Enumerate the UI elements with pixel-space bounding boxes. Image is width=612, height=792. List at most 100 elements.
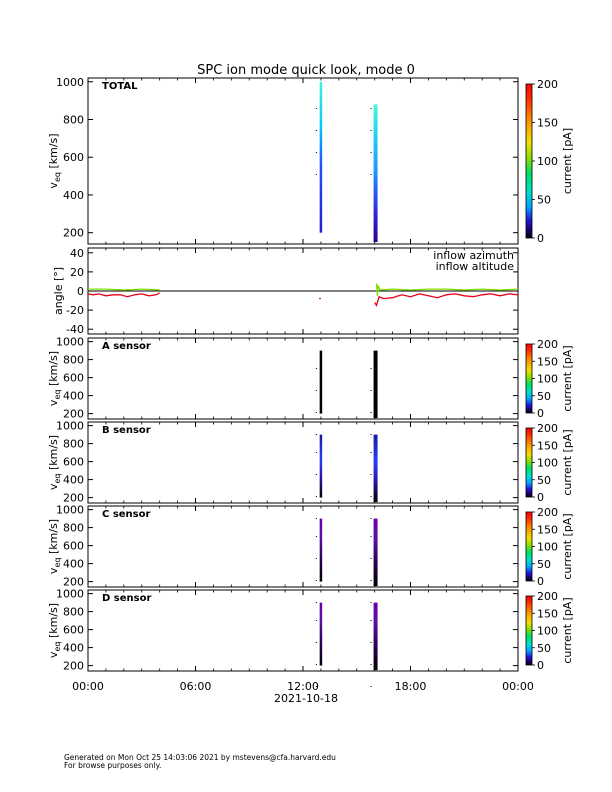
colorbar-tick-label: 100 — [537, 541, 558, 554]
y-axis-label: veq [km/s] — [47, 435, 62, 490]
y-axis-label: veq [km/s] — [47, 351, 62, 406]
y-label-sub: eq — [53, 474, 62, 484]
y-tick-label: 600 — [63, 456, 84, 469]
spectrogram-streak — [319, 602, 323, 666]
y-label-unit: [km/s] — [47, 133, 60, 172]
scatter-dot — [315, 434, 317, 435]
y-tick-label: 800 — [63, 354, 84, 367]
y-tick-label: 400 — [63, 390, 84, 403]
y-tick-label: 200 — [63, 492, 84, 505]
spectrogram-streak — [319, 350, 323, 414]
y-label-sub: eq — [53, 642, 62, 652]
y-label-sub: eq — [53, 390, 62, 400]
y-tick-label: -40 — [66, 323, 84, 336]
scatter-dot — [370, 452, 372, 453]
y-tick-label: 20 — [70, 266, 84, 279]
spectrogram-streak — [319, 434, 323, 498]
spectrogram-streak — [319, 81, 323, 233]
footer-browse: For browse purposes only. — [64, 761, 162, 770]
scatter-dot — [370, 558, 372, 559]
colorbar-tick-label: 200 — [537, 338, 558, 351]
colorbar-tick-label: 150 — [537, 523, 558, 536]
colorbar-label: current [pA] — [561, 128, 574, 194]
scatter-dot — [370, 496, 372, 497]
y-tick-label: 800 — [63, 522, 84, 535]
y-tick-label: 200 — [63, 227, 84, 240]
y-tick-label: 800 — [63, 114, 84, 127]
colorbar-label: current [pA] — [561, 513, 574, 579]
scatter-dot — [370, 620, 372, 621]
y-axis-label: veq [km/s] — [47, 603, 62, 658]
x-tick-label: 18:00 — [395, 680, 427, 693]
y-tick-label: 400 — [63, 189, 84, 202]
y-tick-label: 200 — [63, 408, 84, 421]
y-tick-label: 600 — [63, 624, 84, 637]
y-tick-label: 200 — [63, 660, 84, 673]
colorbar-tick-label: 0 — [537, 407, 544, 420]
colorbar-tick-label: 0 — [537, 232, 544, 245]
panel-label: B sensor — [102, 425, 151, 436]
y-label-main: v — [47, 182, 60, 189]
spectrogram-streak — [373, 602, 378, 671]
scatter-dot — [370, 412, 372, 413]
panel-b: 200 400 600 800 1000 veq [km/s] B sensor 0 50 100… — [47, 420, 574, 519]
scatter-dot — [315, 412, 317, 413]
y-tick-label: 200 — [63, 576, 84, 589]
y-label-main: v — [47, 567, 60, 574]
colorbar-tick-label: 100 — [537, 155, 558, 168]
colorbar-tick-label: 50 — [537, 390, 551, 403]
colorbar-tick-label: 100 — [537, 373, 558, 386]
colorbar-label: current [pA] — [561, 597, 574, 663]
scatter-dot — [315, 368, 317, 369]
scatter-dot — [315, 518, 317, 519]
colorbar-tick-label: 200 — [537, 590, 558, 603]
colorbar-tick-label: 200 — [537, 422, 558, 435]
panel-total: 200 400 600 800 1000 veq [km/s] TOTAL 0 50 100 150… — [47, 76, 574, 245]
panel-c: 200 400 600 800 1000 veq [km/s] C sensor 0 50 100… — [47, 504, 574, 603]
colorbar-tick-label: 0 — [537, 491, 544, 504]
x-tick-label: 00:00 — [72, 680, 104, 693]
scatter-dot — [315, 686, 317, 687]
panel-a: 200 400 600 800 1000 veq [km/s] A sensor 0 50 100… — [47, 336, 574, 435]
y-tick-label: 600 — [63, 540, 84, 553]
colorbar — [525, 511, 533, 582]
y-axis-label: veq [km/s] — [47, 133, 62, 188]
scatter-dot — [370, 174, 372, 175]
y-tick-label: 1000 — [56, 420, 84, 433]
y-label-unit: [km/s] — [47, 519, 60, 558]
colorbar-tick-label: 200 — [537, 506, 558, 519]
colorbar-tick-label: 50 — [537, 194, 551, 207]
scatter-dot — [370, 368, 372, 369]
scatter-dot — [370, 602, 372, 603]
spectrogram-streak — [373, 434, 378, 503]
scatter-dot — [315, 474, 317, 475]
scatter-dot — [370, 518, 372, 519]
panel-angle: -40 -20 0 20 40 angle [°] inflow azimuthinflow… — [52, 247, 519, 336]
x-axis-labels: 00:00 06:00 12:00 18:00 00:00 — [72, 680, 534, 693]
scatter-dot — [370, 536, 372, 537]
figure-title: SPC ion mode quick look, mode 0 — [197, 63, 415, 78]
footer-generated: Generated on Mon Oct 25 14:03:06 2021 by… — [64, 753, 336, 762]
y-tick-label: 1000 — [56, 504, 84, 517]
plot-frame — [87, 421, 519, 504]
scatter-dot — [370, 108, 372, 109]
scatter-dot — [315, 580, 317, 581]
y-label-sub: eq — [53, 172, 62, 182]
y-tick-label: 1000 — [56, 336, 84, 349]
colorbar-tick-label: 50 — [537, 642, 551, 655]
y-tick-label: 0 — [77, 285, 84, 298]
y-tick-label: 800 — [63, 438, 84, 451]
colorbar-tick-label: 150 — [537, 117, 558, 130]
series-line-altitude — [88, 283, 519, 296]
x-tick-label: 12:00 — [287, 680, 319, 693]
y-tick-label: 400 — [63, 474, 84, 487]
x-tick-label: 06:00 — [180, 680, 212, 693]
scatter-dot — [315, 664, 317, 665]
panel-d: 200 400 600 800 1000 veq [km/s] D sensor 0 50 100… — [47, 588, 574, 687]
scatter-dot — [315, 620, 317, 621]
legend-azimuth: inflow azimuth — [433, 249, 514, 262]
colorbar — [525, 595, 533, 666]
date-label: 2021-10-18 — [274, 692, 338, 705]
colorbar-tick-label: 150 — [537, 607, 558, 620]
